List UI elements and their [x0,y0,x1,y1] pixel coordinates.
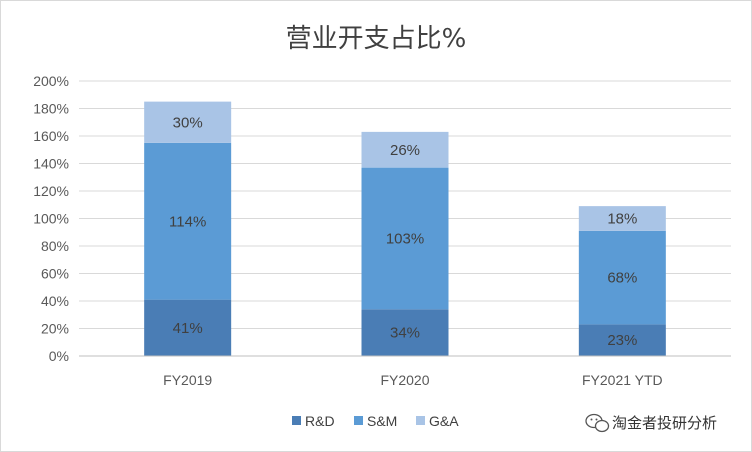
data-label: 23% [607,332,637,349]
bar-segment [361,309,449,356]
y-tick-label: 80% [41,238,69,254]
chart-title: 营业开支占比% [286,24,467,54]
y-tick-label: 20% [41,321,69,337]
data-label: 114% [169,213,206,230]
data-label: 103% [386,230,424,247]
data-label: 34% [390,325,420,342]
legend-swatch [354,416,363,425]
y-tick-label: 0% [49,348,69,364]
bar-segment [578,230,666,325]
y-tick-label: 160% [33,128,69,144]
legend-label: G&A [429,413,459,429]
legend-swatch [416,416,425,425]
bar-segment [144,101,232,143]
data-label: 30% [173,114,203,131]
legend-swatch [292,416,301,425]
bar-segment [361,131,449,168]
x-axis: FY2019 FY2020 FY2021 YTD [79,355,731,388]
bar-segment [578,324,666,356]
data-label: 26% [390,142,420,159]
bar-segment [578,206,666,231]
data-labels: 41% 114% 30% 34% 103% 26% 23% 68% 18% [169,114,637,349]
watermark: 淘金者投研分析 [585,413,717,433]
data-label: 18% [607,211,637,228]
y-tick-label: 40% [41,293,69,309]
y-tick-label: 120% [33,183,69,199]
y-tick-label: 200% [33,73,69,89]
legend-label: S&M [367,413,397,429]
bar-segment [144,142,232,300]
x-tick-label: FY2019 [163,372,212,388]
y-tick-label: 100% [33,211,69,227]
y-tick-label: 60% [41,266,69,282]
legend: R&D S&M G&A [292,413,459,429]
bars [144,101,666,356]
data-label: 41% [173,320,203,337]
x-tick-label: FY2021 YTD [582,372,663,388]
y-tick-label: 140% [33,156,69,172]
bar-segment [144,299,232,356]
x-tick-label: FY2020 [380,372,429,388]
y-axis: 0% 20% 40% 60% 80% 100% 120% 140% 160% 180% 200% [33,73,69,364]
wechat-icon [585,413,610,433]
bar-segment [361,167,449,310]
y-tick-label: 180% [33,101,69,117]
legend-label: R&D [305,413,335,429]
data-label: 68% [607,270,637,287]
watermark-text: 淘金者投研分析 [612,414,717,432]
